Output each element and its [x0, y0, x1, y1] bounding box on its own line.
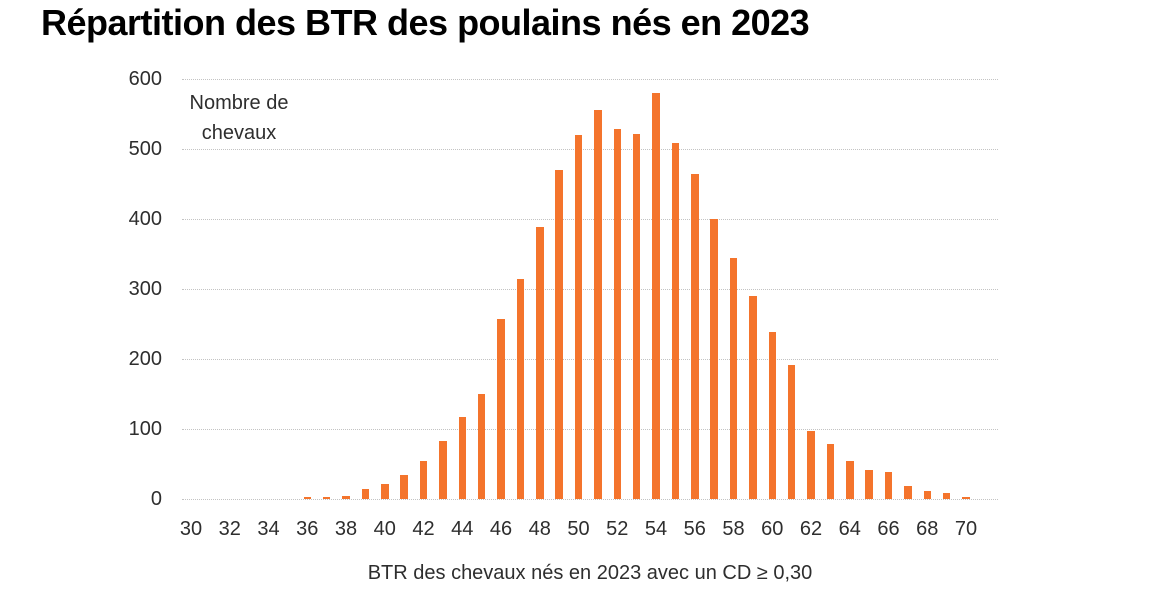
bar-btr-50	[574, 135, 583, 499]
bar-btr-61	[787, 365, 796, 499]
x-tick-label: 50	[567, 518, 590, 540]
bar-btr-67	[904, 486, 912, 499]
bar-btr-60	[768, 332, 776, 499]
y-tick-label: 600	[128, 68, 162, 90]
gridline-y-300	[182, 289, 998, 290]
x-tick-label: 38	[334, 518, 358, 540]
bar-btr-66	[884, 472, 893, 499]
bar-btr-43	[439, 440, 447, 499]
bar-btr-48	[536, 227, 544, 499]
x-tick-label: 52	[606, 518, 629, 540]
x-tick-label: 58	[722, 518, 745, 540]
bar-btr-36	[303, 496, 311, 499]
x-tick-label: 44	[451, 518, 474, 540]
bar-btr-53	[632, 133, 641, 499]
bar-btr-47	[516, 278, 525, 499]
x-tick-label: 34	[257, 518, 280, 540]
bar-btr-57	[710, 219, 718, 499]
bar-btr-38	[342, 495, 350, 499]
y-axis-annotation-line2: chevaux	[201, 122, 277, 144]
bar-btr-59	[749, 296, 757, 499]
x-tick-label: 54	[644, 518, 668, 540]
x-tick-label: 48	[528, 518, 551, 540]
y-tick-label: 500	[128, 138, 162, 160]
bar-btr-58	[729, 257, 738, 499]
x-tick-label: 64	[838, 518, 861, 540]
gridline-y-500	[182, 149, 998, 150]
bar-btr-46	[497, 319, 505, 499]
x-tick-label: 46	[489, 518, 513, 540]
bar-btr-69	[942, 493, 951, 499]
bar-btr-41	[400, 475, 408, 499]
y-tick-label: 0	[150, 488, 162, 510]
x-tick-label: 70	[954, 518, 978, 540]
gridline-y-100	[182, 429, 998, 430]
bar-btr-51	[594, 109, 602, 499]
bar-btr-52	[613, 128, 621, 499]
bar-btr-65	[865, 469, 873, 499]
y-tick-label: 200	[128, 348, 162, 370]
bar-btr-68	[923, 491, 931, 499]
gridline-y-400	[182, 219, 998, 220]
y-axis-annotation: Nombre de chevaux	[170, 88, 308, 148]
bar-btr-49	[555, 170, 563, 499]
gridline-y-200	[182, 359, 998, 360]
chart-title: Répartition des BTR des poulains nés en …	[41, 2, 810, 43]
x-tick-label: 32	[218, 518, 241, 540]
y-tick-label: 100	[128, 418, 162, 440]
bar-btr-70	[962, 496, 970, 499]
x-tick-label: 60	[761, 518, 784, 540]
bar-btr-44	[458, 417, 466, 499]
bar-btr-64	[846, 461, 854, 499]
bar-btr-63	[826, 443, 835, 499]
x-tick-label: 30	[179, 518, 203, 540]
x-tick-label: 40	[373, 518, 396, 540]
bar-btr-56	[691, 174, 699, 499]
x-tick-label: 62	[799, 518, 823, 540]
gridline-y-600	[182, 79, 998, 80]
bar-btr-37	[322, 496, 331, 499]
bar-btr-54	[652, 93, 660, 499]
y-tick-label: 300	[128, 278, 162, 300]
gridline-y-0	[182, 499, 998, 500]
bar-btr-55	[671, 142, 680, 499]
x-tick-label: 36	[296, 518, 319, 540]
bar-btr-40	[381, 484, 389, 499]
x-axis-title: BTR des chevaux nés en 2023 avec un CD ≥…	[367, 562, 813, 584]
bar-btr-62	[807, 431, 815, 499]
x-tick-label: 68	[916, 518, 939, 540]
y-tick-label: 400	[128, 208, 162, 230]
x-tick-label: 56	[683, 518, 706, 540]
x-tick-label: 42	[412, 518, 435, 540]
bar-btr-42	[419, 460, 428, 499]
x-tick-label: 66	[877, 518, 900, 540]
bar-btr-39	[361, 489, 370, 499]
y-axis-annotation-line1: Nombre de	[189, 92, 289, 114]
bar-btr-45	[477, 394, 486, 499]
